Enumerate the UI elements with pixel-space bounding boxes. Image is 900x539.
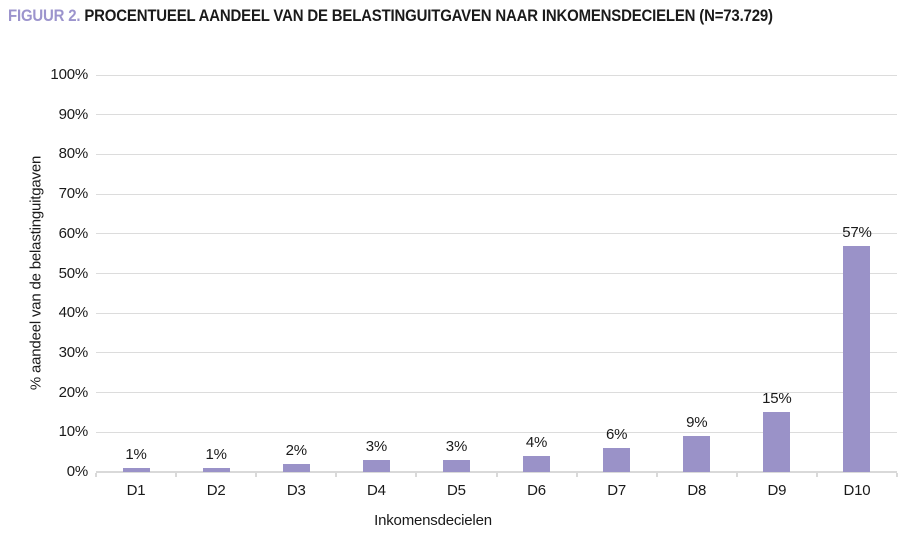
bar-value-label: 3%: [365, 438, 387, 456]
y-tick-label: 20%: [58, 383, 89, 401]
figure-title: FIGUUR 2. PROCENTUEEL AANDEEL VAN DE BEL…: [8, 6, 773, 26]
axis-tick-mark: [255, 473, 258, 477]
y-tick-label: 100%: [50, 66, 88, 83]
bar-D7: [603, 448, 631, 472]
x-tick-label: D7: [607, 482, 627, 499]
gridline: [96, 273, 897, 274]
bar-D3: [282, 464, 310, 472]
gridline: [96, 74, 897, 76]
x-tick-label: D2: [206, 482, 226, 499]
axis-tick-mark: [335, 473, 338, 477]
x-tick-label: D1: [126, 482, 146, 499]
y-tick-label: 80%: [58, 145, 89, 163]
bar-D10: [843, 245, 871, 472]
x-tick-label: D4: [366, 482, 386, 499]
bar-value-label: 4%: [525, 434, 548, 452]
x-tick-label: D9: [767, 482, 787, 499]
bar-value-label: 1%: [125, 446, 147, 464]
bar-D8: [683, 436, 711, 472]
y-tick-label: 70%: [58, 185, 89, 203]
bar-value-label: 57%: [842, 223, 872, 241]
axis-tick-mark: [415, 473, 418, 477]
axis-tick-mark: [95, 473, 97, 477]
x-tick-label: D5: [447, 482, 466, 499]
bar-D2: [202, 468, 230, 472]
y-tick-label: 10%: [58, 423, 89, 441]
x-tick-label: D3: [286, 482, 306, 499]
axis-tick-mark: [175, 473, 178, 477]
bar-value-label: 6%: [606, 426, 628, 444]
gridline: [96, 153, 897, 155]
gridline: [96, 312, 897, 314]
bar-value-label: 9%: [686, 414, 708, 432]
y-tick-label: 90%: [58, 105, 89, 123]
bar-value-label: 15%: [762, 390, 792, 408]
bar-value-label: 3%: [445, 438, 468, 456]
y-axis-title: % aandeel van de belastinguitgaven: [27, 155, 45, 391]
axis-tick-mark: [815, 473, 818, 477]
gridline: [96, 431, 897, 433]
bar-D9: [763, 412, 791, 472]
bar-D1: [122, 468, 150, 472]
axis-tick-mark: [896, 473, 898, 477]
axis-tick-mark: [735, 473, 738, 477]
bar-value-label: 1%: [205, 446, 227, 464]
x-tick-label: D6: [527, 482, 546, 499]
gridline: [96, 233, 897, 235]
gridline: [96, 352, 897, 354]
y-tick-label: 0%: [66, 463, 88, 480]
x-axis-title: Inkomensdecielen: [374, 512, 492, 529]
axis-tick-mark: [575, 473, 578, 477]
gridline: [96, 392, 897, 394]
bar-value-label: 2%: [285, 442, 307, 460]
gridline: [96, 114, 897, 116]
figure-title-text: PROCENTUEEL AANDEEL VAN DE BELASTINGUITG…: [84, 6, 773, 25]
y-tick-label: 50%: [58, 264, 89, 282]
figure-number-label: FIGUUR 2.: [8, 6, 81, 25]
bar-D4: [362, 460, 390, 472]
bar-D6: [523, 456, 551, 472]
bar-D5: [442, 460, 470, 472]
y-tick-label: 30%: [58, 343, 89, 361]
x-tick-label: D10: [843, 482, 871, 499]
x-tick-label: D8: [687, 482, 707, 499]
y-tick-label: 60%: [58, 224, 89, 242]
axis-tick-mark: [495, 473, 498, 477]
y-tick-label: 40%: [58, 304, 89, 322]
axis-tick-mark: [655, 473, 658, 477]
gridline: [96, 193, 897, 195]
x-axis-line: [96, 471, 897, 473]
